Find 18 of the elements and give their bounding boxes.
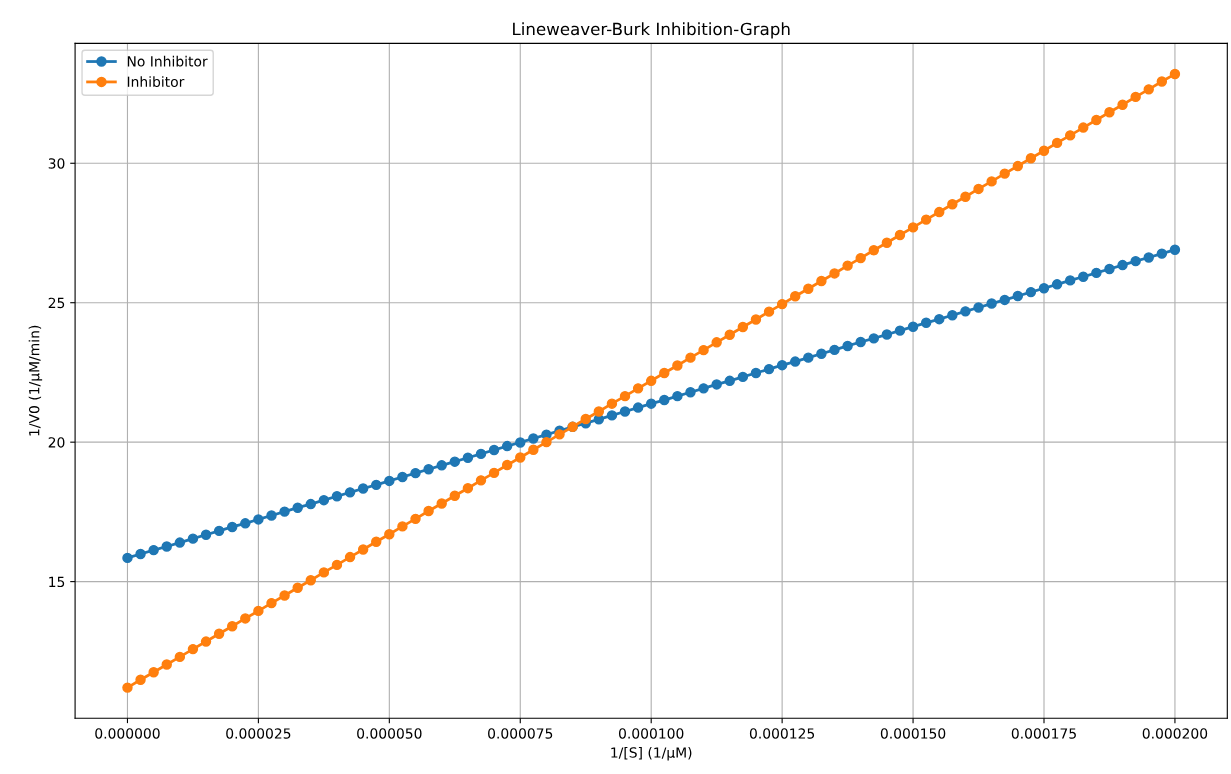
x-tick-label: 0.000175 bbox=[1011, 728, 1076, 739]
x-tick-label: 0.000025 bbox=[226, 728, 291, 739]
x-tick-label: 0.000150 bbox=[880, 728, 946, 739]
x-tick-label: 0.000125 bbox=[749, 728, 815, 739]
y-axis-title: 1/V0 (1/µM/min) bbox=[28, 325, 43, 436]
legend-label: Inhibitor bbox=[127, 76, 185, 87]
x-tick-label: 0.000100 bbox=[618, 728, 684, 739]
y-tick-label: 20 bbox=[48, 437, 65, 448]
x-tick-label: 0.000200 bbox=[1142, 728, 1208, 739]
x-tick-label: 0.000000 bbox=[95, 728, 160, 739]
x-tick-label: 0.000050 bbox=[357, 728, 422, 739]
y-tick-label: 30 bbox=[48, 158, 65, 169]
legend-label: No Inhibitor bbox=[127, 55, 208, 67]
y-tick-label: 15 bbox=[49, 576, 65, 588]
x-axis-title: 1/[S] (1/µM) bbox=[611, 746, 692, 761]
y-tick-label: 25 bbox=[48, 297, 65, 309]
x-tick-label: 0.000075 bbox=[488, 728, 553, 739]
chart-title: Lineweaver-Burk Inhibition-Graph bbox=[513, 22, 790, 39]
